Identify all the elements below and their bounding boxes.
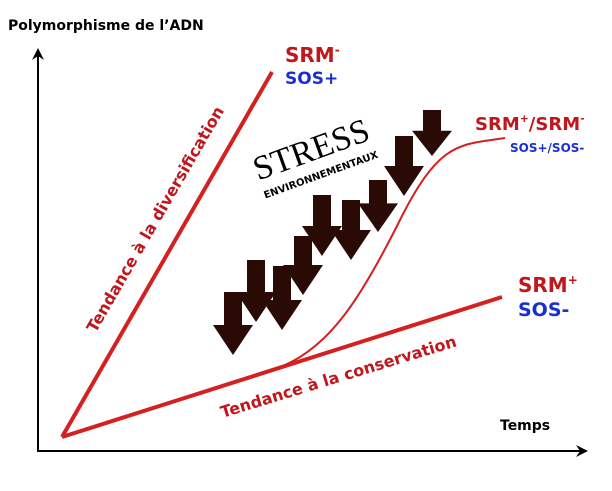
curve-label: SRM+/SRM- <box>475 112 585 135</box>
stress-arrows <box>213 110 452 355</box>
curve-sublabel: SOS- <box>518 299 569 321</box>
label-part: SRM <box>475 114 520 135</box>
stress-arrow <box>412 110 452 156</box>
superscript: - <box>335 43 340 57</box>
stress-arrow <box>331 200 371 260</box>
stress-arrow <box>283 236 323 295</box>
stress-arrow <box>262 266 302 330</box>
curve-label: SRM- <box>285 43 340 67</box>
stress-arrow <box>358 180 398 232</box>
stress-arrow <box>236 260 276 322</box>
intermediate-curve <box>284 137 506 366</box>
superscript: + <box>568 273 578 287</box>
label-part: /SRM <box>529 114 580 135</box>
label-part: SRM <box>518 273 568 297</box>
label-part: SRM <box>285 43 335 67</box>
curve-label: SRM+ <box>518 273 578 297</box>
curve-sublabel: SOS+ <box>285 69 338 89</box>
stress-arrow <box>302 195 342 256</box>
conservation-line <box>61 295 503 439</box>
x-axis-label: Temps <box>500 418 550 434</box>
superscript: + <box>520 112 529 125</box>
stress-arrow <box>384 136 424 196</box>
stress-arrow <box>213 292 253 355</box>
tendency-label: Tendance à la diversification <box>83 103 228 336</box>
superscript: - <box>580 112 584 125</box>
diversification-line <box>60 71 274 438</box>
y-axis-label: Polymorphisme de l’ADN <box>8 18 204 34</box>
curve-sublabel: SOS+/SOS- <box>510 141 584 155</box>
